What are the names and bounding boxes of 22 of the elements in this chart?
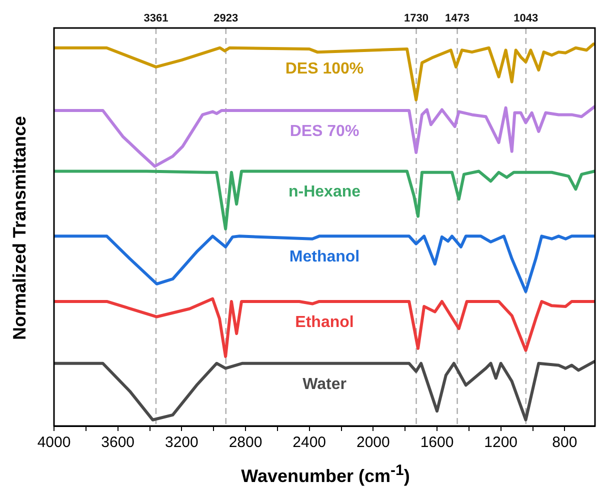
x-tick-label: 2000	[356, 434, 390, 452]
x-tick-label: 1200	[484, 434, 518, 452]
y-axis-title: Normalized Transmittance	[10, 116, 30, 340]
x-tick-label: 1600	[420, 434, 454, 452]
series-label: DES 100%	[285, 60, 364, 78]
series-label: Methanol	[289, 248, 360, 266]
series-label: DES 70%	[290, 122, 360, 140]
ref-line-label: 3361	[144, 12, 168, 25]
x-tick-label: 3200	[164, 434, 198, 452]
x-tick-label: 2400	[292, 434, 326, 452]
x-tick-label: 2800	[228, 434, 262, 452]
x-tick-label: 4000	[37, 434, 71, 452]
series-label: Ethanol	[295, 314, 354, 331]
x-tick-label: 800	[552, 434, 578, 452]
series-label: Water	[302, 376, 346, 393]
series-label: n-Hexane	[288, 184, 361, 201]
ref-line-label: 1043	[514, 12, 538, 25]
ref-line-label: 1473	[445, 12, 470, 25]
x-tick-label: 3600	[101, 434, 135, 452]
ref-line-label: 1730	[404, 12, 429, 25]
ref-line-label: 2923	[214, 12, 238, 25]
x-axis-title: Wavenumber (cm$^{-1}$)	[240, 462, 411, 487]
